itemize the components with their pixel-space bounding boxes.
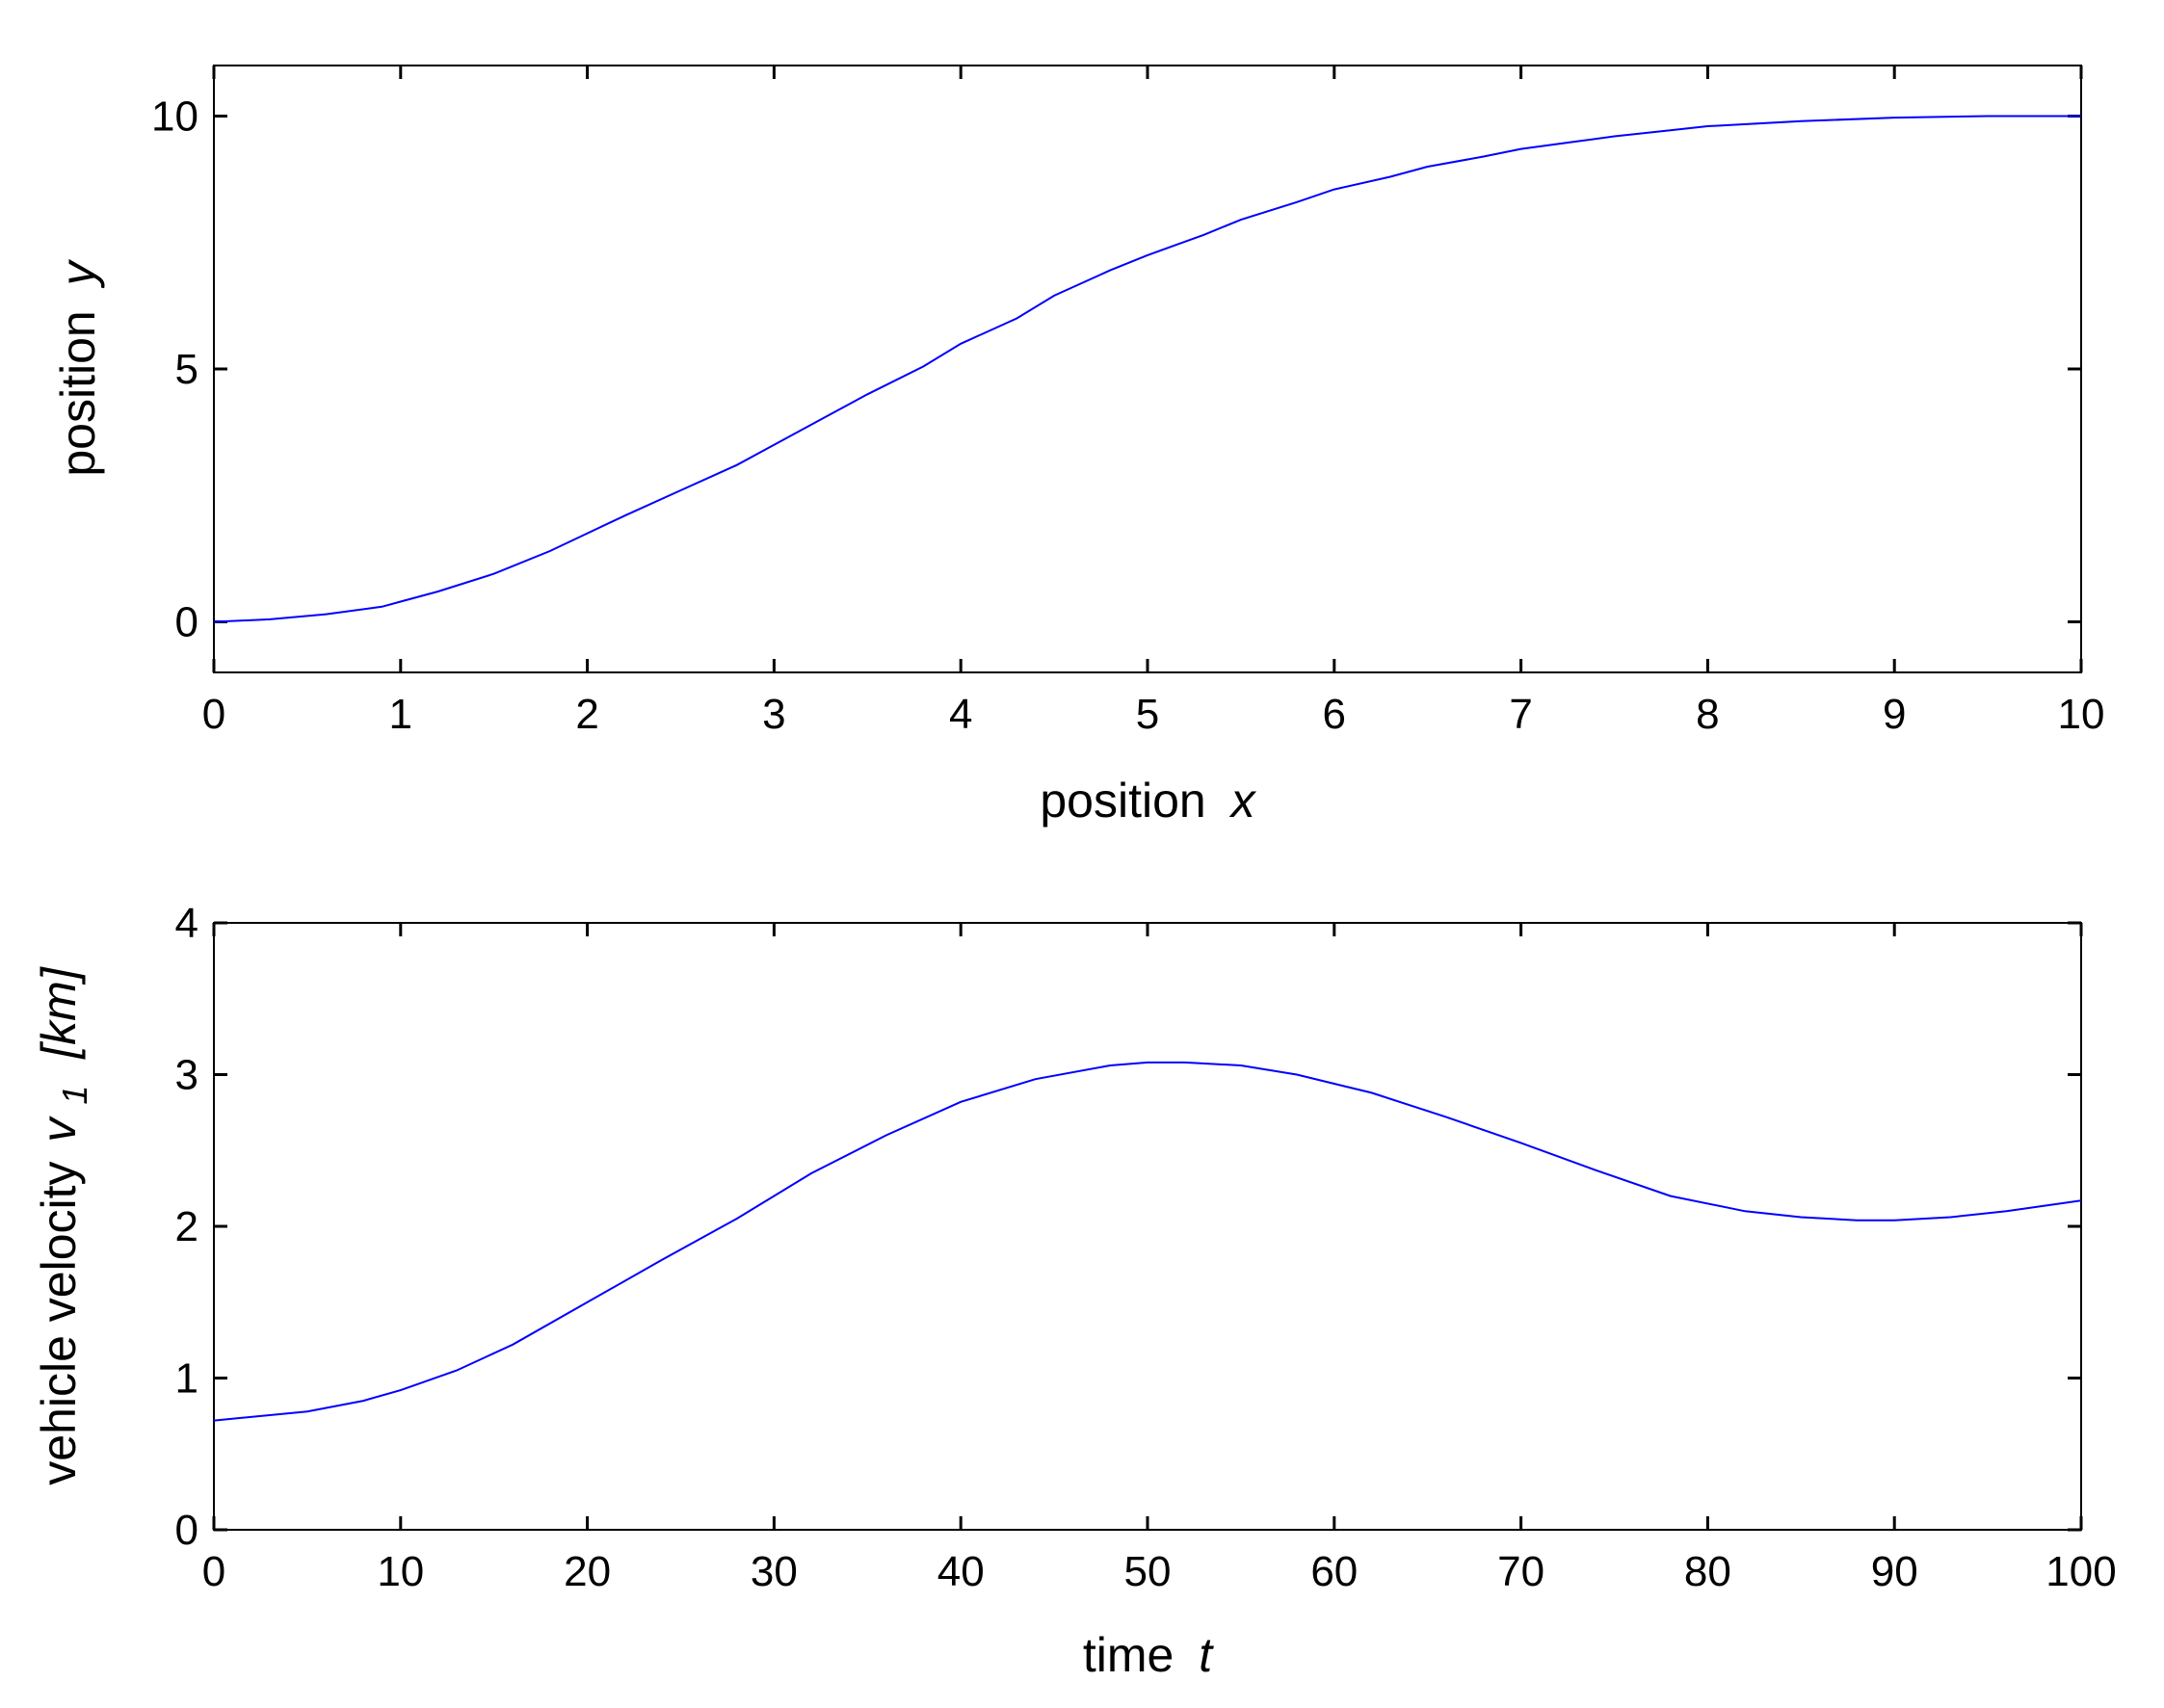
y-axis-label-text: position <box>51 310 105 476</box>
x-axis-label-var: x <box>1229 774 1257 828</box>
y-axis-label-unit: [km] <box>32 966 86 1060</box>
x-axis-label: time t <box>1083 1628 1214 1682</box>
y-axis-label-text: vehicle velocity <box>32 1161 86 1485</box>
x-tick-label: 8 <box>1696 691 1719 738</box>
x-axis-label-text: position <box>1040 774 1205 828</box>
x-tick-label: 2 <box>575 691 598 738</box>
y-tick-label: 3 <box>175 1052 198 1099</box>
y-tick-label: 10 <box>151 93 198 141</box>
tick-marks <box>212 921 2083 1532</box>
series-line <box>213 1061 2082 1422</box>
y-tick-labels: 0 1 2 3 4 <box>175 900 198 1554</box>
x-axis-label: position x <box>1040 774 1256 828</box>
x-tick-label: 40 <box>937 1548 985 1595</box>
y-axis-label: vehicle velocity v 1 [km] <box>32 966 97 1485</box>
y-axis-label: position y <box>51 258 105 476</box>
y-axis-label-subscript: 1 <box>55 1086 94 1105</box>
x-tick-label: 10 <box>2058 691 2105 738</box>
x-tick-label: 60 <box>1310 1548 1358 1595</box>
y-tick-label: 2 <box>175 1203 198 1250</box>
x-tick-label: 6 <box>1323 691 1346 738</box>
y-tick-label: 0 <box>175 599 198 646</box>
x-tick-label: 1 <box>389 691 412 738</box>
x-axis-label-var: t <box>1199 1628 1214 1682</box>
x-tick-label: 50 <box>1124 1548 1172 1595</box>
x-axis-label-text: time <box>1083 1628 1174 1682</box>
x-tick-label: 3 <box>762 691 785 738</box>
y-axis-label-var: y <box>51 258 105 288</box>
x-tick-label: 30 <box>751 1548 798 1595</box>
y-tick-label: 0 <box>175 1507 198 1554</box>
subplot-velocity: 0 10 20 30 40 50 60 70 80 90 100 0 1 2 3 4 time t vehi… <box>32 900 2117 1682</box>
y-tick-label: 4 <box>175 900 198 947</box>
x-tick-label: 4 <box>949 691 972 738</box>
x-tick-label: 9 <box>1883 691 1906 738</box>
x-tick-label: 20 <box>564 1548 611 1595</box>
x-tick-label: 5 <box>1136 691 1159 738</box>
x-tick-label: 100 <box>2045 1548 2116 1595</box>
x-tick-label: 10 <box>377 1548 424 1595</box>
x-tick-label: 0 <box>202 1548 225 1595</box>
x-tick-label: 70 <box>1497 1548 1544 1595</box>
x-tick-label: 90 <box>1871 1548 1918 1595</box>
x-tick-label: 0 <box>202 691 225 738</box>
y-axis-label-var: v <box>32 1116 86 1143</box>
x-tick-label: 80 <box>1684 1548 1731 1595</box>
x-tick-labels: 0 1 2 3 4 5 6 7 8 9 10 <box>202 691 2105 738</box>
y-tick-labels: 0 5 10 <box>151 93 198 646</box>
y-tick-label: 1 <box>175 1355 198 1403</box>
x-tick-labels: 0 10 20 30 40 50 60 70 80 90 100 <box>202 1548 2117 1595</box>
y-tick-label: 5 <box>175 346 198 393</box>
x-tick-label: 7 <box>1509 691 1532 738</box>
series-line <box>213 115 2081 623</box>
subplot-position: 0 1 2 3 4 5 6 7 8 9 10 0 5 10 position x position y <box>51 65 2105 828</box>
